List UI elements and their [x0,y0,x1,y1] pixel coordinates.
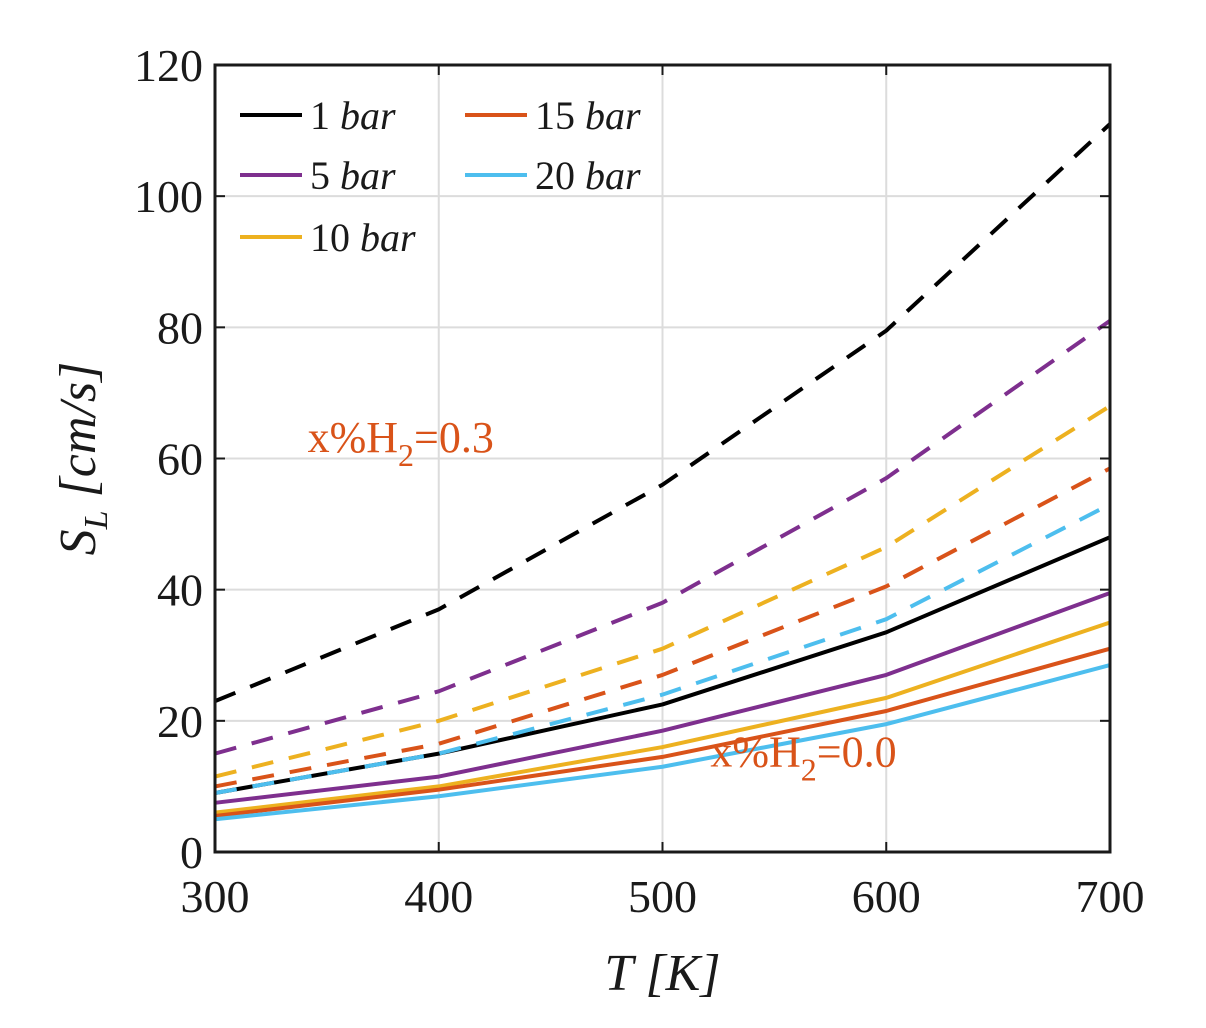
legend-label: 10 bar [310,215,416,260]
series-lines [214,122,1112,822]
series-line-1bar-h2-0-0 [214,535,1111,795]
series-line-15bar-h2-0-0 [214,646,1111,818]
legend-label: 5 bar [310,153,396,198]
series-line-10bar-h2-0-0 [214,620,1111,815]
legend: 1 bar 5 bar 10 bar 15 bar 20 bar [240,93,641,260]
x-tick-label: 700 [1076,871,1145,922]
y-tick-label: 120 [134,40,203,91]
x-tick-labels: 300 400 500 600 700 [181,871,1145,922]
axis-ticks [214,64,1111,853]
series-line-1bar-h2-0-3 [214,122,1112,704]
x-tick-label: 500 [628,871,697,922]
legend-label: 20 bar [535,153,641,198]
legend-label: 15 bar [535,93,641,138]
y-tick-label: 40 [157,565,203,616]
y-tick-label: 20 [157,696,203,747]
annotations: x%H2=0.3 x%H2=0.0 [308,413,897,788]
series-line-15bar-h2-0-3 [214,466,1111,789]
y-tick-label: 80 [157,302,203,353]
y-tick-label: 60 [157,434,203,485]
series-line-10bar-h2-0-3 [214,404,1112,779]
legend-label: 1 bar [310,93,396,138]
series-line-20bar-h2-0-0 [214,663,1111,822]
x-tick-label: 400 [404,871,473,922]
series-line-5bar-h2-0-0 [214,591,1111,805]
annotation-h2-high: x%H2=0.3 [308,413,494,473]
x-tick-label: 300 [181,871,250,922]
x-axis-label: T [K] [604,945,720,1002]
y-tick-label: 0 [180,827,203,878]
series-line-5bar-h2-0-3 [214,319,1112,756]
y-tick-labels: 0 20 40 60 80 100 120 [134,40,203,878]
series-line-20bar-h2-0-3 [214,502,1111,795]
y-axis-label: SL [cm/s] [50,362,115,556]
y-tick-label: 100 [134,171,203,222]
x-tick-label: 600 [852,871,921,922]
annotation-h2-low: x%H2=0.0 [710,728,896,788]
